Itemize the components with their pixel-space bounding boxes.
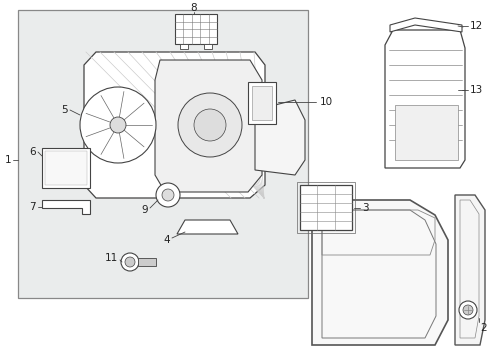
- Text: 9: 9: [142, 205, 148, 215]
- Text: 4: 4: [163, 235, 170, 245]
- Text: 8: 8: [191, 3, 197, 13]
- Bar: [45, 151, 87, 185]
- Bar: [395, 105, 458, 160]
- Bar: [18, 10, 308, 298]
- Bar: [180, 44, 188, 49]
- Circle shape: [463, 305, 473, 315]
- Text: 13: 13: [470, 85, 483, 95]
- Polygon shape: [42, 200, 90, 214]
- Bar: [252, 86, 272, 120]
- Polygon shape: [84, 52, 265, 198]
- Circle shape: [178, 93, 242, 157]
- Bar: [297, 182, 355, 233]
- Text: 2: 2: [480, 323, 487, 333]
- Bar: [138, 258, 156, 266]
- Bar: [300, 185, 352, 230]
- Polygon shape: [155, 60, 262, 192]
- Bar: [248, 82, 276, 124]
- Polygon shape: [390, 18, 462, 32]
- Polygon shape: [312, 200, 448, 345]
- Circle shape: [162, 189, 174, 201]
- Text: 10: 10: [320, 97, 333, 107]
- Circle shape: [156, 183, 180, 207]
- Text: 6: 6: [29, 147, 36, 157]
- Bar: [204, 44, 212, 49]
- Text: 5: 5: [61, 105, 68, 115]
- Circle shape: [121, 253, 139, 271]
- Polygon shape: [255, 100, 305, 175]
- Text: 12: 12: [470, 21, 483, 31]
- Circle shape: [110, 117, 126, 133]
- Bar: [175, 14, 217, 44]
- Polygon shape: [385, 30, 465, 168]
- Text: 7: 7: [29, 202, 36, 212]
- Text: 1: 1: [5, 155, 12, 165]
- Circle shape: [125, 257, 135, 267]
- Circle shape: [80, 87, 156, 163]
- Polygon shape: [177, 220, 238, 234]
- Circle shape: [194, 109, 226, 141]
- Bar: [42, 148, 90, 188]
- Text: 11: 11: [105, 253, 118, 263]
- Circle shape: [459, 301, 477, 319]
- Text: 3: 3: [362, 203, 368, 213]
- Polygon shape: [455, 195, 485, 345]
